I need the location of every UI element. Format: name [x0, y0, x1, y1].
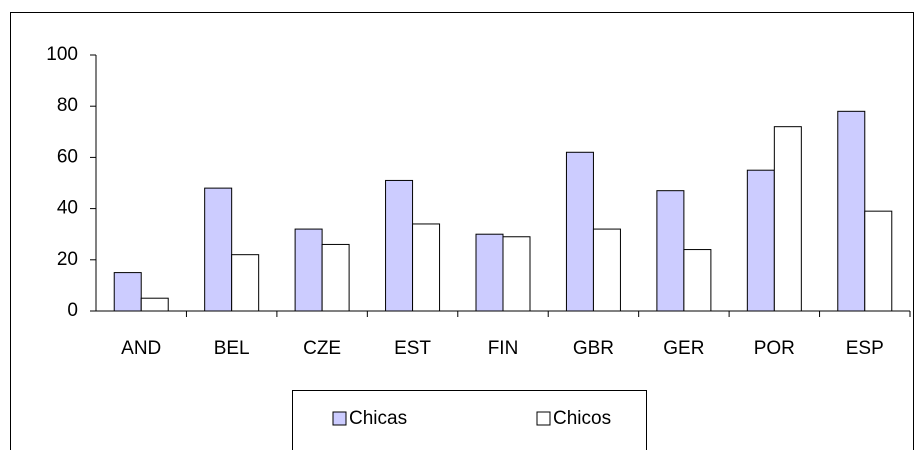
- legend-label: Chicos: [553, 408, 611, 429]
- bar: [385, 179, 414, 312]
- bar: [140, 297, 169, 312]
- bar: [475, 233, 504, 312]
- bar: [864, 210, 893, 312]
- bar: [204, 187, 233, 312]
- x-tick-label: POR: [754, 338, 795, 359]
- bar: [565, 151, 594, 312]
- x-tick-label: BEL: [214, 338, 250, 359]
- y-tick-label: 40: [57, 198, 78, 219]
- bar: [746, 169, 775, 312]
- x-tick-label: GBR: [573, 338, 614, 359]
- x-tick-label: CZE: [303, 338, 341, 359]
- bar: [656, 190, 685, 312]
- bar: [412, 223, 441, 312]
- legend-label: Chicas: [349, 408, 407, 429]
- x-tick-label: FIN: [488, 338, 519, 359]
- legend-swatch: [536, 411, 551, 426]
- y-tick-label: 20: [57, 249, 78, 270]
- y-tick-label: 0: [67, 300, 78, 321]
- bar: [294, 228, 323, 312]
- legend-box: [292, 390, 647, 455]
- bar: [592, 228, 621, 312]
- bar: [683, 249, 712, 312]
- y-tick-label: 80: [57, 95, 78, 116]
- x-tick-label: EST: [394, 338, 431, 359]
- y-tick-label: 100: [46, 44, 78, 65]
- bar: [321, 243, 350, 312]
- y-tick-label: 60: [57, 146, 78, 167]
- bar: [502, 236, 531, 312]
- bar: [773, 126, 802, 312]
- bar: [837, 110, 866, 312]
- bar: [113, 272, 142, 312]
- bar: [231, 254, 260, 312]
- legend-swatch: [332, 411, 347, 426]
- x-tick-label: AND: [121, 338, 161, 359]
- x-tick-label: GER: [663, 338, 704, 359]
- x-tick-label: ESP: [846, 338, 884, 359]
